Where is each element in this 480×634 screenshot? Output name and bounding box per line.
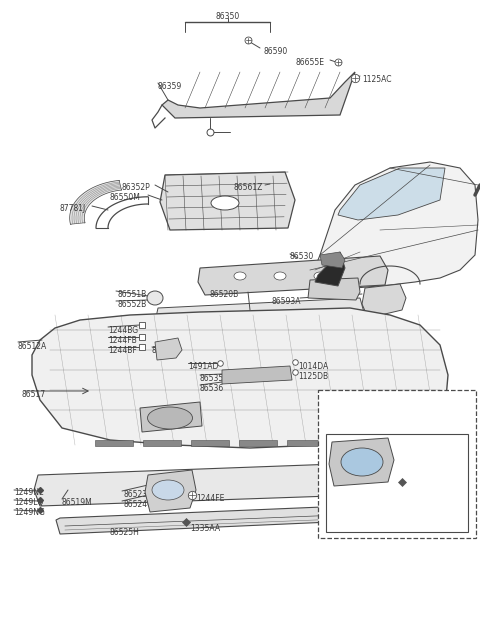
Polygon shape xyxy=(320,252,345,268)
Text: 86352P: 86352P xyxy=(122,183,151,192)
Polygon shape xyxy=(34,462,396,506)
Ellipse shape xyxy=(274,272,286,280)
Polygon shape xyxy=(32,308,448,448)
Ellipse shape xyxy=(147,291,163,305)
Polygon shape xyxy=(155,338,182,360)
Text: 92241: 92241 xyxy=(360,452,384,461)
Polygon shape xyxy=(140,402,202,432)
Text: 86552B: 86552B xyxy=(118,300,147,309)
Text: 1125DB: 1125DB xyxy=(298,372,328,381)
Text: 86535: 86535 xyxy=(200,374,224,383)
Text: 86371D: 86371D xyxy=(152,346,182,355)
Text: 86530: 86530 xyxy=(290,252,314,261)
FancyBboxPatch shape xyxy=(326,434,468,532)
Ellipse shape xyxy=(152,480,184,500)
Polygon shape xyxy=(145,470,196,512)
Ellipse shape xyxy=(234,272,246,280)
Polygon shape xyxy=(155,298,365,340)
Bar xyxy=(95,440,133,446)
Polygon shape xyxy=(308,278,360,300)
FancyBboxPatch shape xyxy=(318,390,476,538)
Polygon shape xyxy=(362,284,406,318)
Text: 86517: 86517 xyxy=(22,390,46,399)
Text: 86536: 86536 xyxy=(200,384,224,393)
Text: 1244BF: 1244BF xyxy=(108,346,137,355)
Polygon shape xyxy=(160,172,295,230)
Text: 86590: 86590 xyxy=(264,47,288,56)
Text: X92231: X92231 xyxy=(360,462,389,471)
Text: 86561Z: 86561Z xyxy=(234,183,264,192)
Text: 1249LQ: 1249LQ xyxy=(14,498,43,507)
Text: 86550M: 86550M xyxy=(110,193,141,202)
Text: 86520B: 86520B xyxy=(210,290,239,299)
Ellipse shape xyxy=(314,272,326,280)
Text: 86523B: 86523B xyxy=(124,490,153,499)
Polygon shape xyxy=(329,438,394,486)
Polygon shape xyxy=(222,366,292,384)
Ellipse shape xyxy=(341,448,383,476)
Polygon shape xyxy=(56,505,376,534)
Polygon shape xyxy=(162,72,355,118)
Polygon shape xyxy=(310,162,478,288)
Text: 92202: 92202 xyxy=(348,422,372,431)
Text: 92201: 92201 xyxy=(348,412,372,421)
Ellipse shape xyxy=(147,407,192,429)
Text: (W/FOG LAMP): (W/FOG LAMP) xyxy=(340,396,403,405)
Text: 87781J: 87781J xyxy=(60,204,86,213)
Text: 86655E: 86655E xyxy=(296,58,325,67)
Text: 86593A: 86593A xyxy=(272,297,301,306)
Text: 86551B: 86551B xyxy=(118,290,147,299)
Text: 86359: 86359 xyxy=(158,82,182,91)
Text: 1244BG: 1244BG xyxy=(108,326,138,335)
Bar xyxy=(143,440,181,446)
Bar xyxy=(239,440,277,446)
Polygon shape xyxy=(338,168,445,220)
Text: 86519M: 86519M xyxy=(62,498,93,507)
Text: 1244FB: 1244FB xyxy=(108,336,137,345)
Polygon shape xyxy=(70,181,121,224)
Text: 86512A: 86512A xyxy=(18,342,47,351)
Text: 1244FE: 1244FE xyxy=(196,494,224,503)
Text: 86350: 86350 xyxy=(216,12,240,21)
Text: 1014DA: 1014DA xyxy=(298,362,328,371)
Bar xyxy=(287,440,325,446)
Text: 1125AC: 1125AC xyxy=(362,75,392,84)
Text: 1249NL: 1249NL xyxy=(14,488,43,497)
Polygon shape xyxy=(198,256,388,295)
Bar xyxy=(335,440,373,446)
Text: 86524C: 86524C xyxy=(124,500,154,509)
Bar xyxy=(191,440,229,446)
Text: 1249NG: 1249NG xyxy=(14,508,45,517)
Text: 18647: 18647 xyxy=(342,528,366,537)
Ellipse shape xyxy=(211,196,239,210)
Polygon shape xyxy=(315,252,345,286)
Text: 1491AD: 1491AD xyxy=(188,362,218,371)
Text: 1335AA: 1335AA xyxy=(190,524,220,533)
Text: 86525H: 86525H xyxy=(110,528,140,537)
